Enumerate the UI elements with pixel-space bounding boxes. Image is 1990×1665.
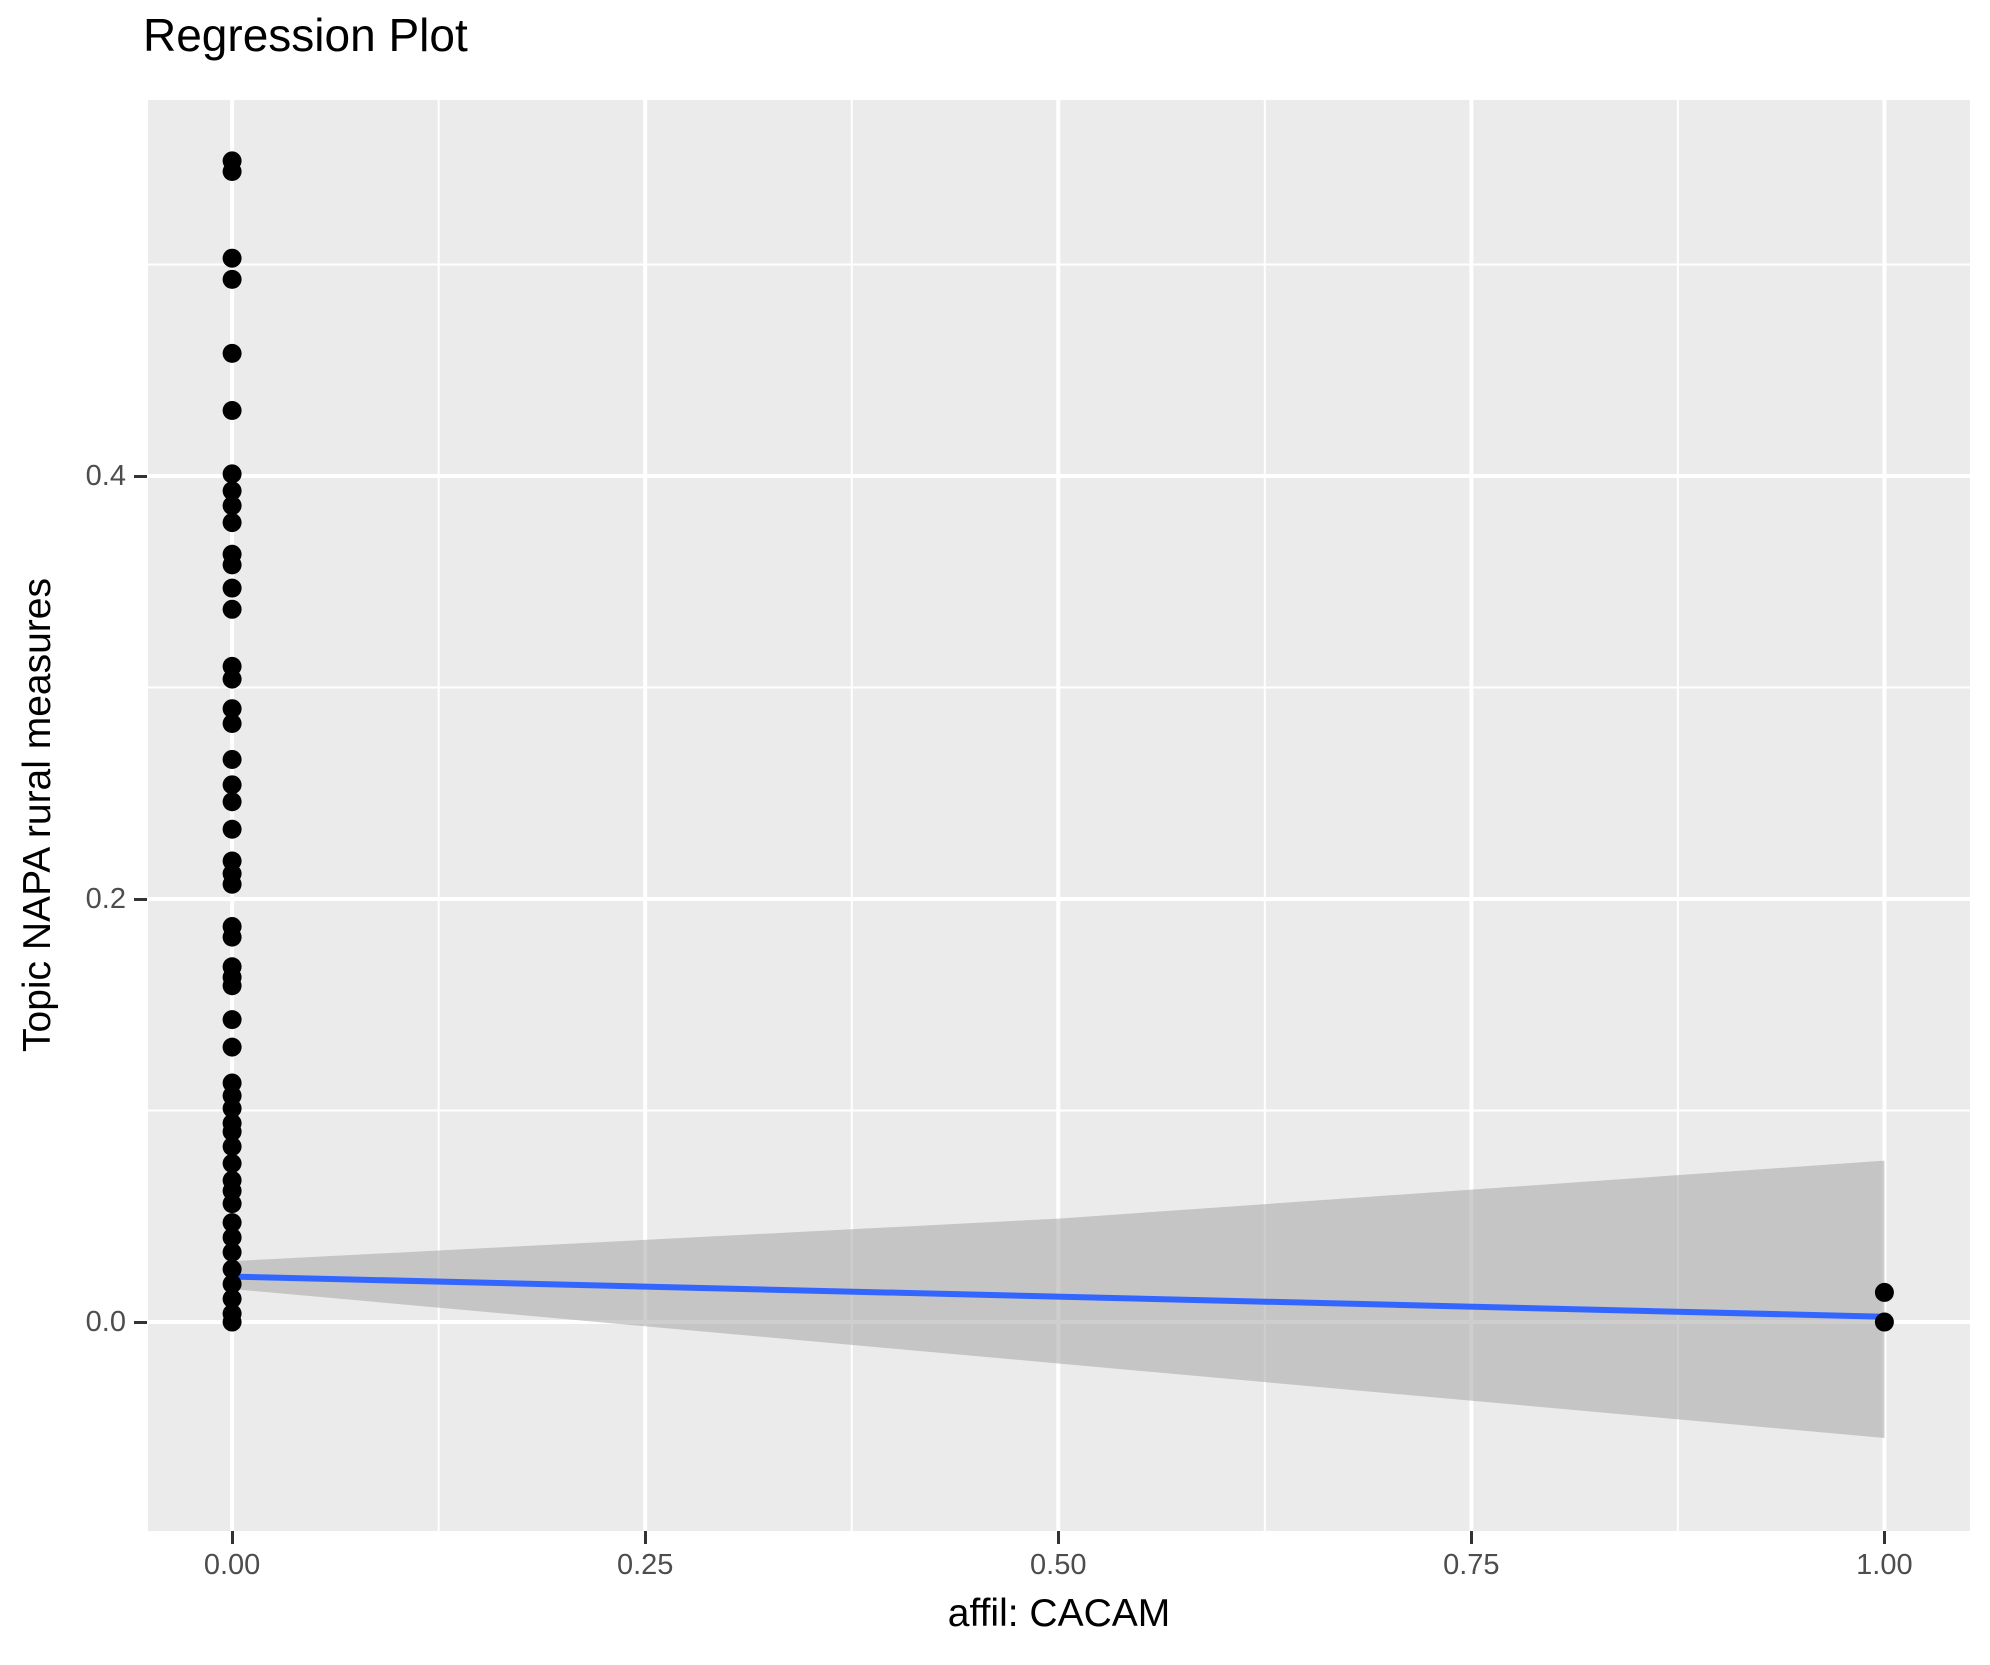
data-point — [222, 464, 242, 484]
data-point — [222, 669, 242, 689]
x-axis-title: affil: CACAM — [947, 1592, 1171, 1635]
plot-panel — [148, 100, 1970, 1531]
data-point — [222, 1213, 242, 1233]
y-tick-mark — [134, 898, 147, 902]
y-tick-label: 0.0 — [85, 1306, 126, 1339]
x-tick-label: 1.00 — [1856, 1549, 1913, 1581]
data-point — [222, 1098, 242, 1118]
data-point — [222, 775, 242, 795]
data-point — [222, 343, 242, 363]
data-point — [222, 976, 242, 996]
data-point — [222, 269, 242, 289]
data-point — [222, 496, 242, 516]
data-point — [222, 161, 242, 181]
data-point — [222, 1194, 242, 1214]
x-tick-label: 0.50 — [1030, 1549, 1087, 1581]
x-tick-mark — [231, 1531, 235, 1544]
x-tick-mark — [1470, 1531, 1474, 1544]
data-point — [222, 792, 242, 812]
x-tick-mark — [644, 1531, 648, 1544]
data-point — [222, 400, 242, 420]
x-tick-mark — [1057, 1531, 1061, 1544]
data-point — [222, 578, 242, 598]
data-point — [222, 555, 242, 575]
data-point — [222, 599, 242, 619]
data-point — [222, 699, 242, 719]
data-point — [222, 1227, 242, 1247]
x-tick-mark — [1883, 1531, 1887, 1544]
x-tick-label: 0.25 — [616, 1549, 674, 1581]
y-tick-mark — [134, 475, 147, 479]
chart-canvas — [148, 100, 1970, 1531]
data-point — [222, 1010, 242, 1030]
data-point — [222, 1122, 242, 1142]
data-point — [1874, 1312, 1894, 1332]
data-point — [222, 1274, 242, 1294]
data-point — [222, 1153, 242, 1173]
y-tick-mark — [134, 1321, 147, 1325]
data-point — [222, 1136, 242, 1156]
plot-title: Regression Plot — [143, 9, 468, 61]
y-tick-label: 0.2 — [85, 883, 126, 916]
data-point — [222, 1242, 242, 1262]
x-tick-label: 0.00 — [203, 1549, 261, 1581]
data-point — [222, 1312, 242, 1332]
y-tick-label: 0.4 — [85, 460, 126, 493]
data-point — [1874, 1282, 1894, 1302]
data-point — [222, 513, 242, 533]
data-point — [222, 749, 242, 769]
data-point — [222, 1259, 242, 1279]
regression-line — [232, 1273, 1885, 1320]
data-point — [222, 927, 242, 947]
data-point — [222, 713, 242, 733]
x-tick-label: 0.75 — [1443, 1549, 1500, 1581]
data-point — [222, 819, 242, 839]
data-point — [222, 874, 242, 894]
data-point — [222, 481, 242, 501]
data-point — [222, 1037, 242, 1057]
data-point — [222, 1289, 242, 1309]
y-axis-title: Topic NAPA rural measures — [16, 578, 59, 1052]
data-point — [222, 248, 242, 268]
